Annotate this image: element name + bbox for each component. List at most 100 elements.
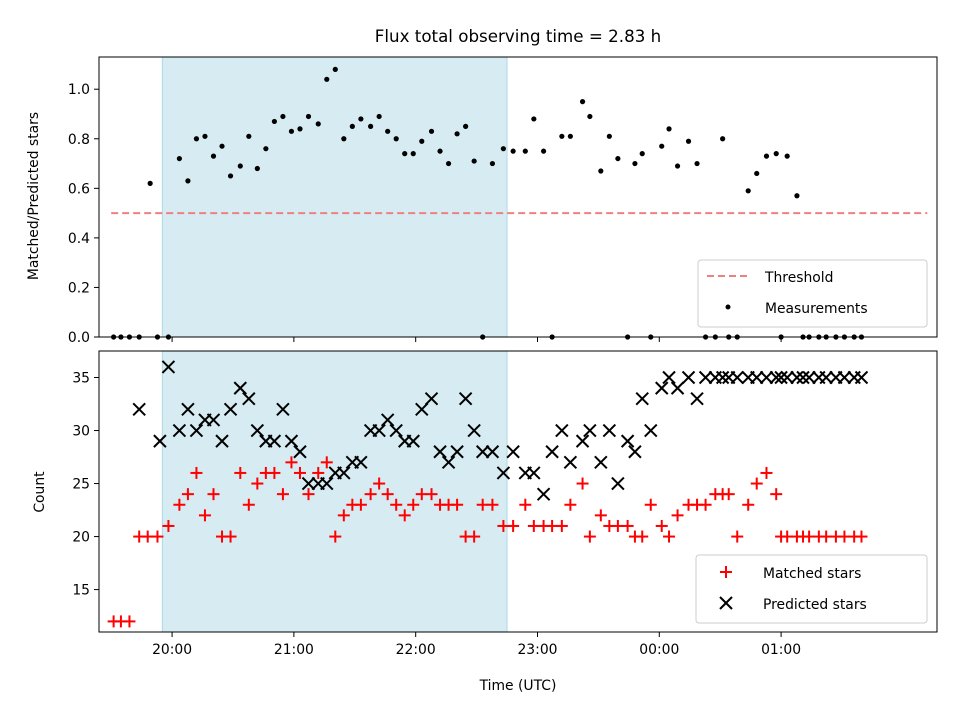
predicted-star-point [681,370,696,385]
predicted-star-point [819,370,833,385]
matched-star-point [583,530,596,543]
y-tick-label: 1.0 [68,82,90,98]
matched-star-point [742,498,755,511]
predicted-star-point [450,445,464,459]
predicted-star-point [458,392,473,406]
top-x-ticks [171,337,782,342]
matched-star-point [207,488,220,501]
measurement-point [685,138,692,144]
measurement-point [176,155,182,162]
chart-title: Flux total observing time = 2.83 h [375,26,661,46]
top-y-ticks: 0.0 0.2 0.4 0.6 0.8 1.0 [68,82,99,346]
predicted-star-point [611,476,625,491]
measurement-point [489,160,496,167]
matched-star-point [268,466,281,479]
matched-star-point [564,498,577,511]
measurement-point [773,151,779,157]
matched-star-point [855,530,868,543]
matched-star-point [731,530,744,543]
predicted-star-point [415,402,429,417]
measurement-point [305,113,312,120]
predicted-star-point [802,370,816,385]
x-tick-label: 23:00 [517,642,557,658]
measurement-point [579,99,586,105]
predicted-star-point [790,370,804,385]
measurement-point [540,148,547,154]
top-legend-box [697,259,928,328]
measurement-point [522,148,528,154]
bottom-shaded-region [161,350,508,633]
predicted-star-point [354,455,368,470]
matched-star-point [337,509,350,522]
measurement-point [720,136,726,142]
measurement-point [210,153,217,159]
predicted-star-point [223,402,238,417]
measurement-point [254,165,260,172]
matched-legend-swatch [720,566,732,578]
predicted-star-point [372,423,386,438]
predicted-star-point [670,381,685,395]
matched-star-point [594,509,607,522]
measurement-point [402,151,408,157]
measurement-point [666,126,672,132]
matched-star-point [425,488,438,501]
matched-star-point [276,488,289,501]
predicted-star-point [242,392,256,406]
measurement-point [471,158,477,164]
measurement-point [632,160,638,167]
matched-star-point [198,509,211,522]
predicted-star-point [796,370,810,385]
measurement-point [659,143,665,149]
matched-star-point [398,509,411,522]
bottom-axes-frame [98,350,938,633]
matched-star-point [699,498,712,511]
bottom-x-ticks: 20:00 21:00 22:00 23:00 00:00 01:00 [152,632,801,658]
matched-star-point [671,509,684,522]
measurement-point [606,133,612,139]
matched-star-point [722,488,735,501]
x-tick-label: 00:00 [639,642,679,658]
measurement-point [193,136,200,142]
predicted-star-point [602,423,617,438]
measurement-point [246,133,252,139]
predicted-star-point [153,434,167,448]
predicted-star-point [620,434,635,448]
measurement-point [410,151,416,157]
matched-star-point [555,519,568,532]
predicted-star-point [337,466,351,480]
measurement-point [202,133,208,139]
matched-star-point [644,498,657,511]
measurement-point [615,155,621,162]
predicted-star-point [161,360,176,374]
matched-star-point [242,498,255,511]
predicted-star-point [769,370,783,385]
matched-legend-label: Matched stars [763,566,861,582]
predicted-star-point [284,434,299,448]
matched-star-point [373,477,386,490]
predicted-star-point [662,370,676,385]
measurement-point [454,131,460,137]
measurement-point [754,170,760,177]
measurements-legend-swatch [725,304,731,310]
y-tick-label: 0.4 [68,231,90,247]
measurement-point [263,146,269,152]
measurement-point [297,126,303,132]
x-tick-label: 22:00 [396,642,436,658]
matched-star-point [364,488,377,501]
predicted-star-point [215,434,229,448]
matched-star-point [451,498,464,511]
predicted-star-point [575,434,590,448]
measurement-point [237,163,243,169]
measurement-point [674,163,681,169]
matched-stars-points [107,456,868,628]
measurement-point [510,148,516,154]
measurement-point [147,180,153,186]
predicted-star-point [181,402,195,417]
predicted-star-point [780,370,794,385]
predicted-star-point [206,413,221,427]
matched-star-point [173,498,186,511]
matched-star-point [293,466,306,479]
top-panel: 0.0 0.2 0.4 0.6 0.8 1.0 Matched/Predicted sta… [26,56,938,346]
predicted-star-point [475,445,490,459]
measurement-point [784,153,790,159]
